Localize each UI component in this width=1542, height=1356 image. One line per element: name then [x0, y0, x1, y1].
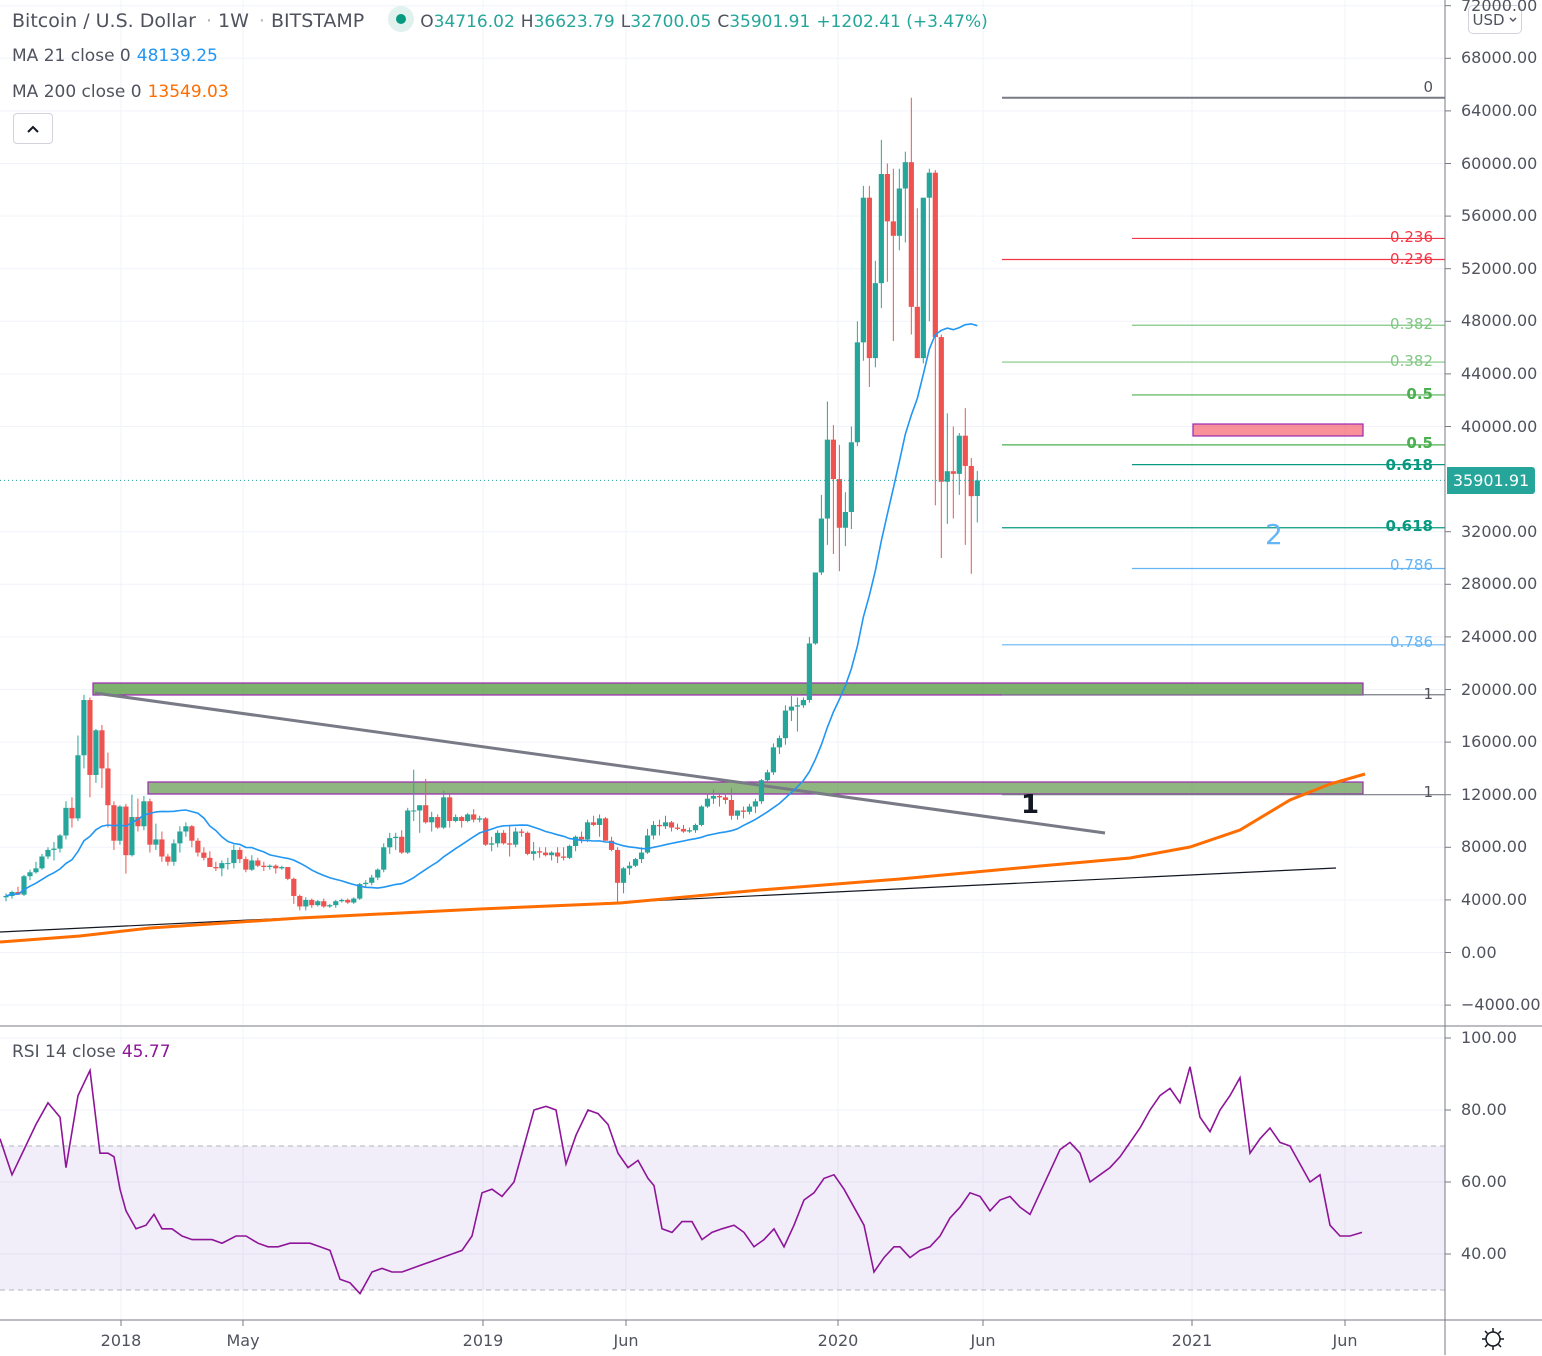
- fib-label: 0.618: [1385, 456, 1433, 474]
- price-tick-label: 20000.00: [1461, 679, 1538, 699]
- fib-label: 0.382: [1390, 315, 1433, 333]
- fib-label: 0: [1423, 77, 1433, 96]
- price-tick-label: 4000.00: [1461, 889, 1528, 909]
- ma200-label: MA 200 close 0: [12, 82, 142, 102]
- ma200-legend[interactable]: MA 200 close 0 13549.03: [12, 82, 235, 102]
- price-tick-label: 32000.00: [1461, 521, 1538, 541]
- fib-label: 0.618: [1385, 517, 1433, 535]
- close-label: C: [717, 11, 730, 32]
- fib-label: 1: [1423, 783, 1433, 801]
- rsi-label: RSI 14 close: [12, 1042, 116, 1062]
- ma200-value: 13549.03: [147, 82, 229, 102]
- currency-select[interactable]: USD: [1468, 5, 1522, 34]
- price-tick-label: 28000.00: [1461, 574, 1538, 594]
- price-tick-label: −4000.00: [1461, 995, 1541, 1015]
- chart-settings-button[interactable]: [1480, 1326, 1506, 1352]
- time-tick-label: 2019: [462, 1331, 504, 1350]
- open-label: O: [420, 11, 434, 32]
- price-tick-label: 72000.00: [1461, 0, 1538, 15]
- chevron-up-icon: [27, 125, 39, 133]
- price-tick-label: 60000.00: [1461, 153, 1538, 173]
- candlestick-series: [3, 97, 980, 911]
- wave-2-label: 2: [1265, 518, 1283, 551]
- price-tick-label: 12000.00: [1461, 784, 1538, 804]
- time-tick-label: Jun: [970, 1331, 996, 1350]
- wave-1-label: 1: [1021, 790, 1040, 820]
- price-tick-label: 44000.00: [1461, 363, 1538, 383]
- fib-label: 0.5: [1406, 434, 1433, 452]
- separator: ·: [206, 9, 213, 32]
- fib-label: 0.786: [1390, 633, 1433, 651]
- close-value: 35901.91: [729, 11, 811, 32]
- rsi-tick-label: 40.00: [1461, 1244, 1507, 1263]
- rsi-line: [0, 1066, 1363, 1295]
- fib-label: 1: [1423, 685, 1433, 703]
- exchange: BITSTAMP: [270, 9, 365, 32]
- time-tick-label: May: [226, 1331, 260, 1350]
- collapse-legend-button[interactable]: [13, 113, 53, 144]
- price-tick-label: 40000.00: [1461, 416, 1538, 436]
- ma21-legend[interactable]: MA 21 close 0 48139.25: [12, 46, 224, 66]
- trendlines: [0, 691, 1337, 933]
- market-open-dot-icon: [388, 6, 415, 32]
- low-label: L: [620, 11, 631, 32]
- open-value: 34716.02: [433, 11, 515, 32]
- time-tick-label: 2020: [817, 1331, 859, 1350]
- fib-label: 0.382: [1390, 352, 1433, 370]
- grid-lines: [0, 0, 1445, 1320]
- time-tick-label: 2018: [100, 1331, 142, 1350]
- symbol-legend: Bitcoin / U.S. Dollar · 1W · BITSTAMP O34716.…: [12, 6, 994, 34]
- time-tick-label: Jun: [1332, 1331, 1358, 1350]
- currency-label: USD: [1472, 10, 1505, 29]
- price-tick-label: 0.00: [1461, 942, 1497, 962]
- separator: ·: [258, 9, 265, 32]
- price-tick-label: 56000.00: [1461, 206, 1538, 226]
- rsi-band-area: [0, 1145, 1445, 1291]
- chevron-down-icon: [1509, 17, 1517, 22]
- rsi-tick-label: 80.00: [1461, 1100, 1507, 1119]
- fibonacci-levels: [1002, 96, 1445, 796]
- support-resistance-zones: [92, 423, 1364, 795]
- low-value: 32700.05: [630, 11, 712, 32]
- price-tick-label: 52000.00: [1461, 258, 1538, 278]
- high-value: 36623.79: [533, 11, 615, 32]
- interval[interactable]: 1W: [218, 9, 249, 32]
- price-tick-label: 8000.00: [1461, 837, 1528, 857]
- fib-label: 0.5: [1406, 385, 1433, 403]
- price-tick-label: 24000.00: [1461, 626, 1538, 646]
- price-tick-label: 64000.00: [1461, 100, 1538, 120]
- fib-label: 0.786: [1390, 556, 1433, 574]
- time-tick-label: Jun: [613, 1331, 639, 1350]
- ma21-label: MA 21 close 0: [12, 46, 131, 66]
- gear-icon: [1482, 1328, 1504, 1350]
- rsi-value: 45.77: [121, 1042, 171, 1062]
- fib-label: 0.236: [1390, 228, 1433, 246]
- price-tick-label: 48000.00: [1461, 311, 1538, 331]
- price-tick-label: 16000.00: [1461, 732, 1538, 752]
- ma200-line: [0, 772, 1366, 944]
- fib-label: 0.236: [1390, 250, 1433, 268]
- rsi-legend[interactable]: RSI 14 close 45.77: [12, 1042, 177, 1062]
- ma21-line: [5, 323, 978, 897]
- high-label: H: [520, 11, 534, 32]
- symbol-name[interactable]: Bitcoin / U.S. Dollar: [12, 9, 196, 32]
- change-value: +1202.41 (+3.47%): [816, 11, 988, 32]
- rsi-tick-label: 100.00: [1461, 1028, 1517, 1047]
- rsi-tick-label: 60.00: [1461, 1172, 1507, 1191]
- ma21-value: 48139.25: [136, 46, 218, 66]
- last-price-tag: 35901.91: [1447, 467, 1535, 494]
- time-tick-label: 2021: [1171, 1331, 1213, 1350]
- price-tick-label: 68000.00: [1461, 48, 1538, 68]
